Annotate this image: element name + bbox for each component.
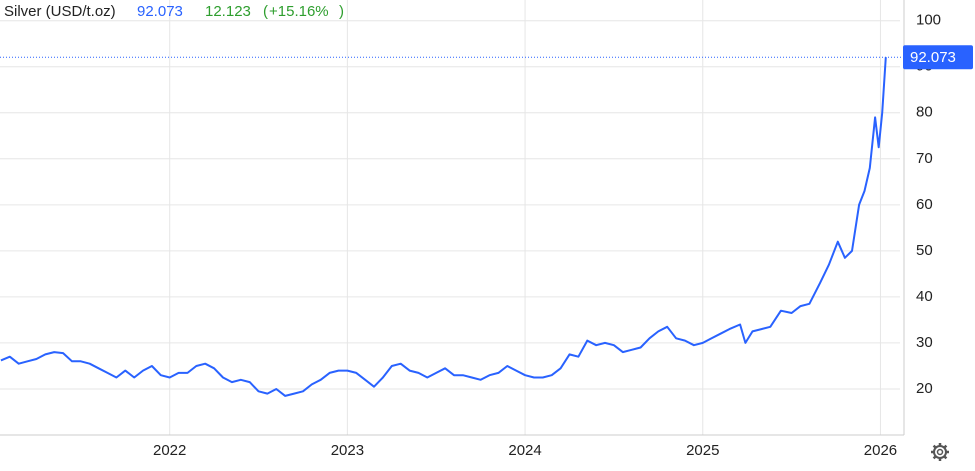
y-tick-label: 20	[916, 380, 933, 397]
y-tick-label: 30	[916, 334, 933, 351]
x-tick-label: 2024	[508, 442, 541, 459]
change: 12.123	[205, 3, 251, 20]
plot: 2030405060708090100202220232024202520269…	[0, 0, 973, 459]
price: 92.073	[137, 3, 183, 20]
price-tag-label: 92.073	[910, 49, 956, 66]
settings-icon[interactable]	[931, 443, 949, 461]
y-tick-label: 70	[916, 150, 933, 167]
chart-title: Silver (USD/t.oz)	[4, 3, 116, 20]
x-tick-label: 2022	[153, 442, 186, 459]
x-tick-label: 2026	[864, 442, 897, 459]
change-pct: +15.16%	[269, 3, 329, 20]
x-tick-label: 2023	[331, 442, 364, 459]
y-tick-label: 60	[916, 196, 933, 213]
x-tick-label: 2025	[686, 442, 719, 459]
price-tag	[903, 45, 973, 70]
y-tick-label: 50	[916, 242, 933, 259]
paren-close: )	[339, 3, 344, 20]
paren-open: (	[263, 3, 268, 20]
gear-teeth	[931, 443, 949, 461]
y-tick-label: 40	[916, 288, 933, 305]
y-tick-label: 80	[916, 104, 933, 121]
y-tick-label: 100	[916, 12, 941, 29]
gear-hub	[936, 448, 944, 456]
price-line	[0, 57, 887, 397]
